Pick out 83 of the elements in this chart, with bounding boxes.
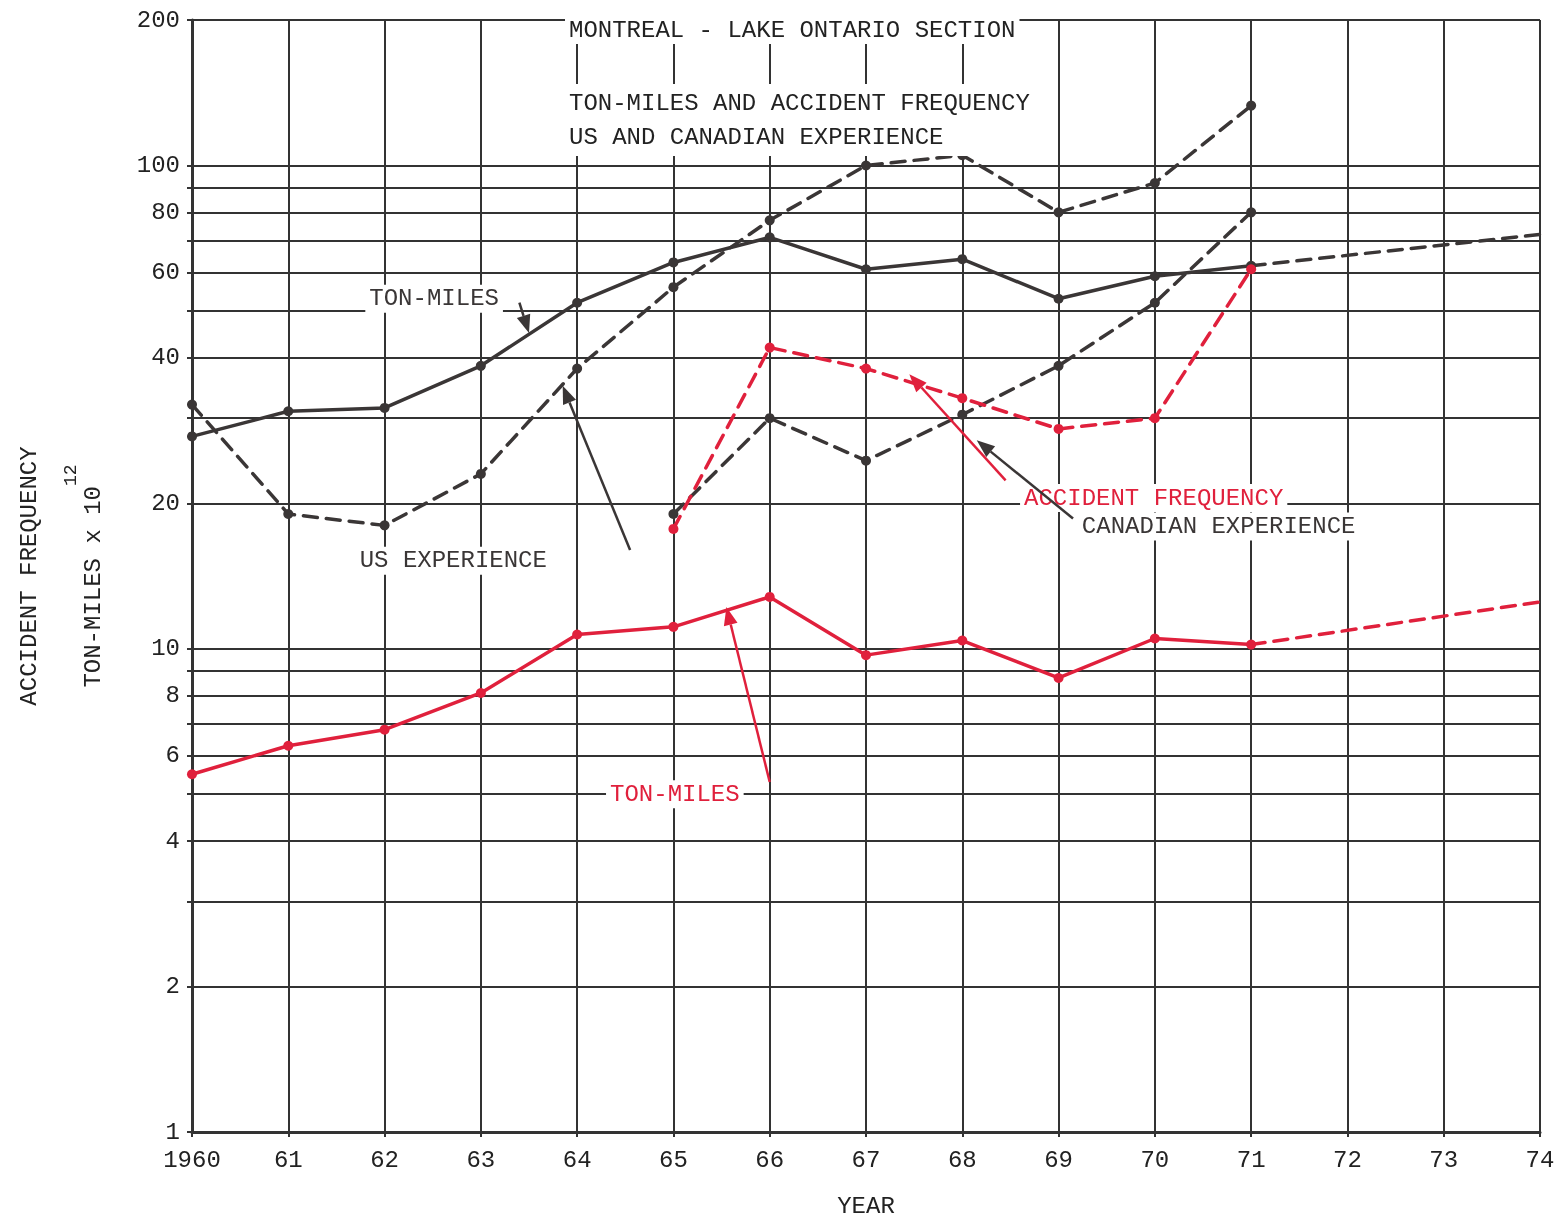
x-axis-title: YEAR: [837, 1192, 895, 1220]
point: [957, 409, 968, 420]
point: [668, 257, 679, 268]
point: [283, 509, 294, 520]
legend-label: TON-MILES: [369, 285, 499, 313]
point: [764, 215, 775, 226]
point: [1149, 177, 1160, 188]
point: [379, 724, 390, 735]
point: [1149, 271, 1160, 282]
x-tick-label: 71: [1236, 1146, 1266, 1174]
x-tick-label: 63: [466, 1146, 496, 1174]
y-tick-label: 60: [151, 259, 180, 287]
x-tick-label: 65: [659, 1146, 688, 1174]
point: [1053, 293, 1064, 304]
point: [861, 455, 871, 466]
text: TON-MILES AND ACCIDENT FREQUENCY US AND CANADIAN EXPERIENCE: [569, 89, 1030, 151]
series-label: US EXPERIENCE: [359, 547, 547, 575]
point: [187, 769, 197, 780]
point: [764, 342, 775, 353]
point: [187, 399, 197, 410]
point: [668, 282, 679, 293]
point: [668, 523, 679, 534]
chart-title: MONTREAL - LAKE ONTARIO SECTION: [569, 16, 1016, 44]
point: [861, 264, 871, 275]
point: [1246, 264, 1257, 275]
point: [1149, 297, 1160, 308]
x-tick-label: 66: [755, 1146, 785, 1174]
point: [1246, 100, 1257, 111]
point: [572, 297, 583, 308]
point: [861, 363, 871, 374]
y-tick-label: 4: [165, 827, 180, 855]
point: [1053, 207, 1064, 218]
y-tick-label: 40: [151, 344, 180, 372]
point: [861, 160, 871, 171]
point: [283, 406, 294, 417]
y-tick-label: 10: [151, 635, 180, 663]
point: [475, 687, 486, 698]
x-tick-label: 64: [562, 1146, 592, 1174]
point: [668, 509, 679, 520]
y-tick-label: 200: [136, 6, 180, 34]
point: [283, 740, 294, 751]
y-tick-label: 80: [151, 198, 180, 226]
text: CANADIAN EXPERIENCE: [1081, 513, 1356, 541]
x-tick-label: 68: [947, 1146, 977, 1174]
y-tick-label: 6: [165, 742, 180, 770]
point: [957, 393, 968, 404]
text: ACCIDENT FREQUENCY TON-MILES x 1012: [16, 446, 108, 706]
point: [572, 363, 583, 374]
point: [957, 254, 968, 265]
y-tick-label: 1: [165, 1118, 180, 1146]
x-tick-label: 72: [1333, 1146, 1362, 1174]
point: [379, 402, 390, 413]
point: [668, 621, 679, 632]
x-tick-label: 61: [273, 1146, 303, 1174]
y-tick-label: 20: [151, 489, 180, 517]
point: [764, 591, 775, 602]
point: [379, 520, 390, 531]
point: [475, 468, 486, 479]
point: [1053, 423, 1064, 434]
point: [1246, 639, 1257, 650]
point: [1246, 207, 1257, 218]
point: [187, 431, 197, 442]
x-tick-label: 69: [1044, 1146, 1073, 1174]
y-tick-label: 2: [165, 973, 180, 1001]
x-tick-label: 67: [851, 1146, 881, 1174]
point: [1149, 633, 1160, 644]
point: [1149, 413, 1160, 424]
point: [861, 650, 871, 661]
x-tick-label: 74: [1525, 1146, 1555, 1174]
point: [957, 635, 968, 646]
point: [764, 413, 775, 424]
x-tick-label: 70: [1140, 1146, 1170, 1174]
point: [1053, 672, 1064, 683]
y-tick-label: 8: [165, 682, 180, 710]
x-tick-label: 1960: [163, 1146, 221, 1174]
y-tick-label: 100: [136, 151, 180, 179]
point: [572, 629, 583, 640]
point: [764, 232, 775, 243]
point: [1053, 360, 1064, 371]
x-tick-label: 73: [1429, 1146, 1459, 1174]
x-tick-label: 62: [370, 1146, 399, 1174]
text: TON-MILES: [610, 780, 740, 808]
point: [475, 360, 486, 371]
